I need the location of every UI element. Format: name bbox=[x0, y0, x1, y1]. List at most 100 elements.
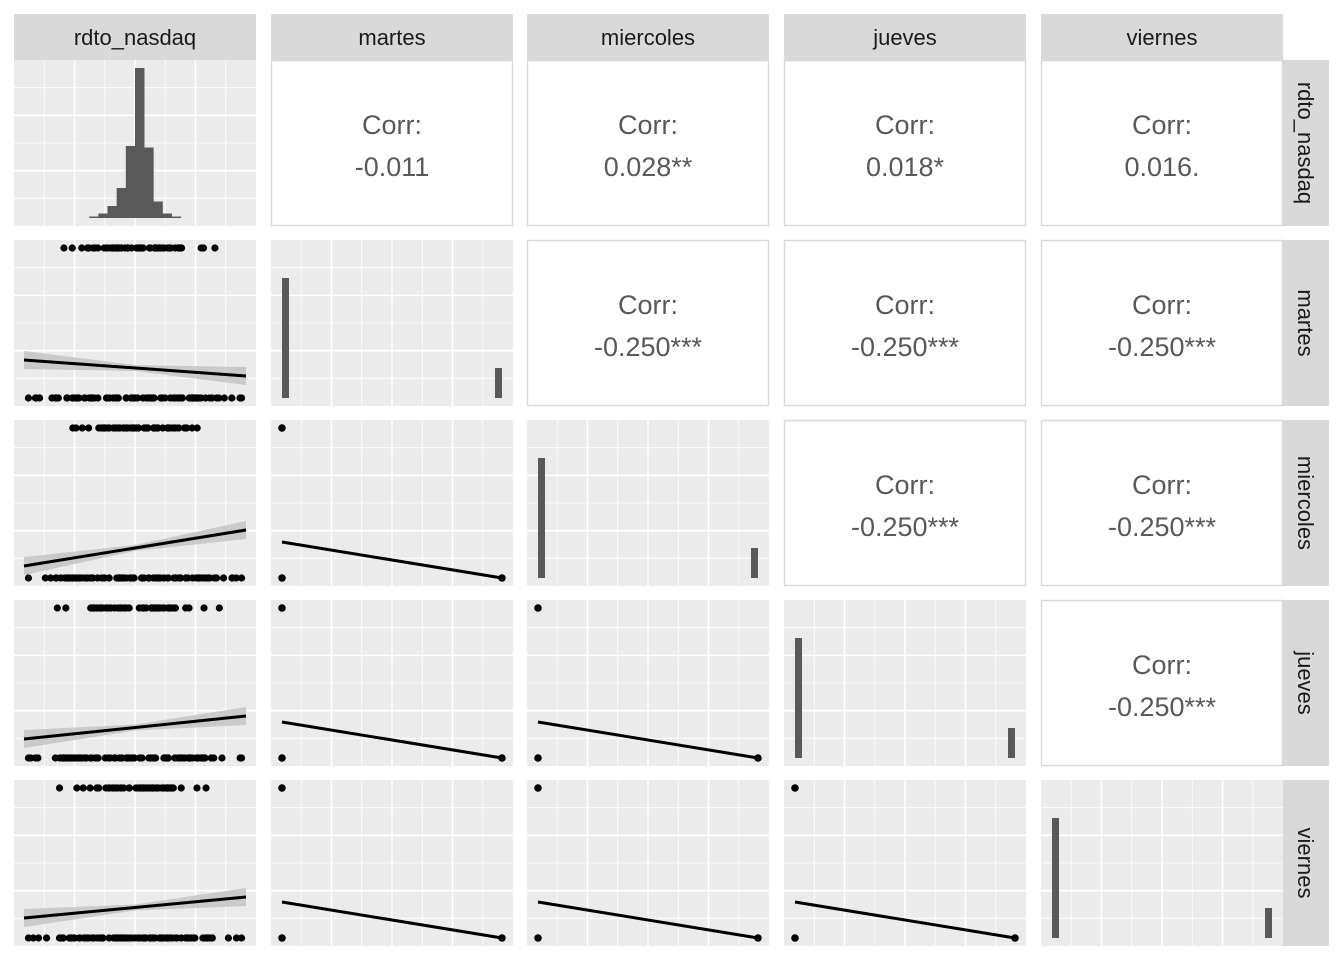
row-strip-jueves: jueves bbox=[1283, 600, 1329, 766]
scatter-point bbox=[191, 934, 199, 942]
panel-viernes-martes-gridlines bbox=[271, 780, 513, 946]
scatter-point bbox=[157, 394, 165, 402]
row-strip-background bbox=[1283, 60, 1329, 226]
scatter-point bbox=[237, 754, 246, 762]
scatter-point bbox=[105, 754, 113, 762]
column-strip-label: viernes bbox=[1127, 25, 1198, 50]
scatter-point bbox=[99, 934, 107, 942]
scatter-point bbox=[211, 244, 219, 252]
row-strip-rdto_nasdaq: rdto_nasdaq bbox=[1283, 60, 1329, 226]
scatter-point bbox=[160, 244, 168, 252]
histogram-bar bbox=[495, 368, 502, 398]
panel-miercoles-viernes: Corr: -0.250*** bbox=[1040, 419, 1284, 587]
scatter-point bbox=[81, 394, 89, 402]
histogram-bar bbox=[144, 147, 154, 218]
panel-rdto_nasdaq-miercoles: Corr: 0.028** bbox=[526, 59, 770, 227]
scatter-point bbox=[139, 394, 147, 402]
correlation-panel-border bbox=[270, 59, 514, 227]
scatter-point bbox=[534, 604, 542, 612]
correlation-value: 0.016. bbox=[1124, 152, 1199, 182]
scatter-point bbox=[109, 424, 117, 432]
row-strip-background bbox=[1283, 420, 1329, 586]
row-strip-miercoles: miercoles bbox=[1283, 420, 1329, 586]
scatter-point bbox=[155, 934, 164, 942]
row-strip-label: rdto_nasdaq bbox=[1293, 82, 1318, 204]
scatter-point bbox=[232, 934, 241, 942]
scatter-point bbox=[76, 934, 84, 942]
column-strip-background bbox=[1041, 14, 1283, 60]
scatter-point bbox=[139, 574, 147, 582]
scatter-point bbox=[136, 754, 144, 762]
panel-viernes-viernes-gridlines bbox=[1041, 780, 1283, 946]
scatter-point bbox=[208, 394, 216, 402]
histogram-bar bbox=[98, 213, 108, 218]
scatter-point bbox=[200, 604, 208, 612]
scatter-point bbox=[202, 784, 210, 792]
scatter-point bbox=[171, 424, 179, 432]
scatter-point bbox=[791, 784, 799, 792]
panel-miercoles-rdto_nasdaq bbox=[14, 420, 256, 586]
column-strip-rdto_nasdaq: rdto_nasdaq bbox=[14, 14, 256, 60]
panel-viernes-viernes bbox=[1041, 780, 1283, 946]
panel-miercoles-jueves: Corr: -0.250*** bbox=[783, 419, 1027, 587]
scatter-point bbox=[88, 394, 96, 402]
correlation-label: Corr: bbox=[875, 470, 935, 500]
scatter-point bbox=[24, 394, 33, 402]
scatter-point bbox=[165, 604, 173, 612]
panel-viernes-miercoles-gridlines bbox=[527, 780, 769, 946]
row-strip-label: miercoles bbox=[1293, 456, 1318, 550]
scatter-point bbox=[278, 424, 286, 432]
scatter-point bbox=[117, 784, 126, 792]
scatter-point bbox=[150, 394, 158, 402]
scatter-point bbox=[791, 934, 799, 942]
scatter-point bbox=[534, 784, 542, 792]
scatter-point bbox=[103, 244, 111, 252]
column-strip-background bbox=[784, 14, 1026, 60]
scatter-point bbox=[219, 574, 228, 582]
scatter-point bbox=[53, 604, 61, 612]
correlation-label: Corr: bbox=[1132, 470, 1192, 500]
histogram-bar bbox=[125, 146, 136, 218]
scatter-point bbox=[73, 784, 81, 792]
scatter-point bbox=[24, 934, 33, 942]
scatter-point bbox=[139, 934, 147, 942]
scatter-point bbox=[69, 394, 77, 402]
scatter-point bbox=[228, 394, 236, 402]
column-strip-label: miercoles bbox=[601, 25, 695, 50]
histogram-bar bbox=[89, 216, 99, 218]
fit-line bbox=[537, 900, 759, 940]
scatter-point bbox=[60, 244, 68, 252]
fit-line bbox=[281, 720, 503, 760]
correlation-value: -0.250*** bbox=[594, 332, 703, 362]
correlation-value: -0.250*** bbox=[1108, 332, 1217, 362]
scatter-point bbox=[177, 244, 186, 252]
scatter-point bbox=[188, 424, 196, 432]
scatter-point bbox=[55, 784, 64, 792]
scatter-point bbox=[133, 424, 141, 432]
panel-viernes-jueves bbox=[784, 780, 1026, 946]
scatter-point bbox=[58, 934, 66, 942]
column-strip-background bbox=[527, 14, 769, 60]
scatter-point bbox=[176, 754, 184, 762]
correlation-value: 0.018* bbox=[866, 152, 945, 182]
histogram-bar bbox=[1265, 908, 1272, 938]
column-strip-jueves: jueves bbox=[784, 14, 1026, 60]
fit-line bbox=[537, 720, 759, 760]
scatter-point bbox=[185, 754, 193, 762]
correlation-value: 0.028** bbox=[604, 152, 693, 182]
scatter-point bbox=[207, 754, 215, 762]
scatter-point bbox=[68, 754, 76, 762]
histogram-bar bbox=[171, 216, 182, 218]
scatter-point bbox=[68, 244, 76, 252]
scatter-point bbox=[63, 394, 71, 402]
panel-viernes-miercoles bbox=[527, 780, 769, 946]
scatter-point bbox=[159, 424, 167, 432]
panel-viernes-martes bbox=[271, 780, 513, 946]
scatter-point bbox=[220, 394, 228, 402]
scatter-point bbox=[92, 604, 100, 612]
scatter-point bbox=[85, 244, 93, 252]
scatter-point bbox=[171, 244, 179, 252]
scatter-point bbox=[195, 574, 203, 582]
scatter-point bbox=[62, 604, 70, 612]
